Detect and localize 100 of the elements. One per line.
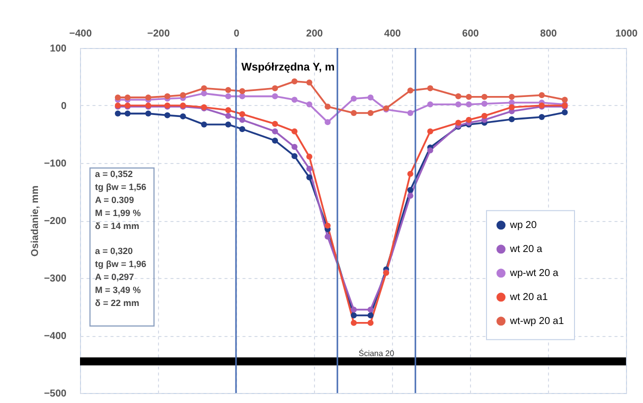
y-tick-label: 0 — [60, 101, 67, 112]
point — [508, 116, 515, 122]
point — [427, 128, 434, 134]
point — [292, 128, 298, 134]
point — [306, 101, 312, 108]
point — [180, 113, 186, 120]
point — [368, 320, 374, 326]
point — [508, 94, 515, 100]
point — [164, 112, 170, 118]
y-tick-label: −500 — [44, 388, 67, 400]
point — [538, 114, 545, 120]
point — [466, 94, 472, 100]
point — [481, 94, 488, 100]
point — [145, 94, 152, 100]
point — [225, 93, 232, 100]
point — [350, 312, 357, 318]
y-tick-label: −100 — [44, 158, 67, 170]
point — [481, 112, 488, 119]
point — [124, 110, 131, 117]
point — [368, 110, 374, 116]
annotation: a = 0,352 tg βw = 1,56 A = 0.309 M = 1,99 % δ = 14 mm — [95, 169, 146, 231]
point — [180, 92, 186, 98]
x-tick-label: 800 — [540, 28, 558, 40]
point — [427, 101, 434, 108]
point — [145, 110, 152, 117]
point — [407, 192, 414, 199]
x-tick-label: 200 — [306, 28, 324, 40]
point — [481, 100, 488, 107]
point — [239, 88, 246, 94]
point — [350, 110, 357, 116]
point — [114, 110, 121, 117]
x-tick-label: 400 — [384, 28, 402, 40]
point — [292, 153, 298, 160]
point — [239, 116, 246, 123]
point — [455, 93, 462, 100]
point — [239, 126, 246, 132]
x-axis-title: Współrzędna Y, m — [241, 62, 335, 74]
annotation: Ściana 20 — [358, 348, 395, 358]
point — [407, 187, 414, 194]
point — [350, 320, 357, 326]
point — [466, 116, 472, 123]
legend-label: wp 20 — [509, 220, 538, 232]
legend-label: wp-wt 20 a — [509, 268, 559, 280]
point — [225, 112, 232, 119]
point — [350, 306, 357, 313]
y-tick-label: −300 — [44, 274, 67, 284]
point — [466, 101, 472, 108]
point — [272, 138, 278, 144]
point — [324, 119, 331, 126]
point — [124, 94, 131, 100]
point — [350, 96, 357, 102]
point — [114, 94, 121, 100]
point — [324, 222, 331, 229]
y-tick-label: −400 — [44, 331, 67, 342]
x-tick-label: 600 — [462, 28, 480, 40]
point — [306, 166, 312, 172]
legend-label: wt 20 a1 — [509, 292, 548, 304]
point — [164, 93, 170, 100]
x-tick-label: 0 — [234, 28, 240, 40]
legend-label: wt-wp 20 a1 — [509, 316, 564, 328]
point — [368, 312, 374, 318]
point — [368, 94, 374, 100]
x-tick-label: 1000 — [615, 28, 638, 40]
point — [201, 121, 208, 128]
point — [306, 154, 312, 160]
annotation: a = 0,320 tg βw = 1,96 A = 0,297 M = 3,49 % δ = 22 mm — [95, 246, 146, 308]
point — [239, 111, 246, 118]
point — [407, 88, 414, 94]
x-tick-label: −200 — [147, 28, 170, 40]
point — [201, 85, 208, 92]
legend-label: wt 20 a — [509, 244, 543, 256]
point — [508, 104, 515, 110]
point — [225, 86, 232, 93]
point — [272, 120, 278, 127]
point — [292, 144, 298, 150]
point — [225, 107, 232, 114]
point — [272, 128, 278, 134]
point — [272, 85, 278, 92]
point — [201, 90, 208, 96]
y-axis-title: Osiadanie, mm — [30, 185, 41, 257]
point — [292, 96, 298, 103]
point — [407, 170, 414, 177]
point — [427, 147, 434, 154]
point — [225, 121, 232, 128]
point — [324, 234, 331, 240]
point — [324, 104, 331, 110]
y-tick-label: −200 — [44, 216, 67, 227]
point — [427, 85, 434, 92]
point — [455, 120, 462, 126]
point — [562, 109, 568, 116]
point — [455, 101, 462, 108]
point — [538, 92, 545, 98]
point — [292, 78, 298, 84]
point — [562, 96, 568, 103]
point — [239, 93, 246, 100]
y-tick-label: 100 — [50, 44, 67, 54]
point — [306, 174, 312, 180]
point — [368, 306, 374, 313]
point — [272, 93, 278, 100]
point — [306, 80, 312, 86]
